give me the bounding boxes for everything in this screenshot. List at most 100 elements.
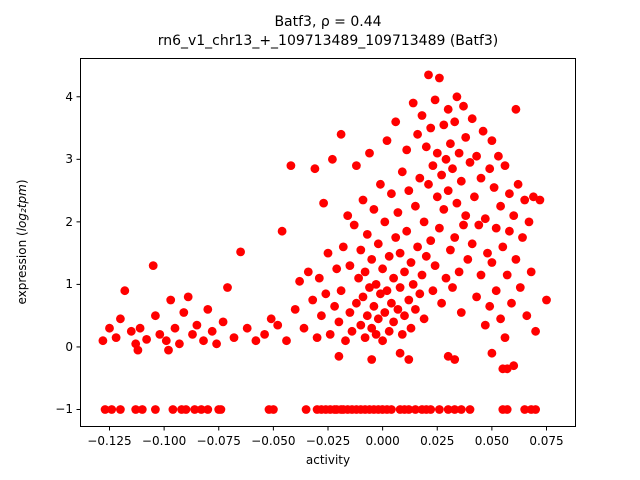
data-point: [415, 173, 425, 183]
data-point: [137, 405, 147, 414]
data-point: [367, 355, 377, 364]
data-point: [411, 405, 420, 414]
data-point: [373, 239, 383, 249]
data-point: [389, 317, 398, 327]
data-point: [413, 242, 422, 252]
data-point: [480, 320, 490, 330]
data-point: [411, 305, 420, 314]
data-point: [223, 283, 232, 292]
data-point: [336, 129, 346, 139]
data-point: [378, 264, 387, 274]
data-point: [461, 211, 471, 221]
data-point: [387, 298, 396, 308]
data-point: [496, 201, 505, 211]
data-point: [367, 255, 377, 264]
data-point: [456, 405, 466, 414]
data-point: [393, 305, 403, 314]
data-point: [421, 142, 431, 152]
data-point: [391, 233, 401, 242]
data-point: [356, 245, 366, 255]
data-point: [424, 70, 433, 80]
data-point: [456, 176, 466, 186]
data-point: [439, 120, 449, 130]
data-point: [443, 104, 453, 114]
data-point: [494, 151, 503, 161]
data-point: [417, 111, 427, 120]
data-point: [498, 242, 508, 252]
data-point: [336, 286, 346, 296]
data-point: [334, 317, 344, 327]
data-point: [199, 336, 208, 346]
scatter-points: [98, 70, 551, 414]
data-point: [397, 167, 407, 177]
data-point: [472, 292, 481, 302]
data-point: [432, 148, 442, 158]
data-point: [529, 192, 538, 202]
data-point: [168, 405, 178, 414]
data-point: [116, 314, 125, 324]
data-point: [301, 405, 311, 414]
data-point: [443, 351, 453, 361]
data-point: [446, 245, 455, 255]
data-point: [435, 223, 444, 233]
y-axis-label-post: ): [15, 179, 29, 185]
data-point: [531, 326, 540, 336]
data-point: [515, 283, 525, 292]
data-point: [428, 286, 438, 296]
data-point: [419, 217, 429, 227]
data-point: [402, 226, 412, 236]
data-point: [328, 154, 337, 164]
data-point: [430, 95, 440, 105]
data-point: [349, 220, 359, 230]
x-axis-label: activity: [305, 453, 351, 467]
data-point: [454, 267, 464, 277]
data-point: [212, 339, 222, 349]
data-point: [535, 195, 545, 205]
data-point: [461, 133, 471, 142]
x-tick-label: −0.025: [305, 434, 351, 448]
data-point: [424, 179, 433, 189]
data-point: [334, 351, 344, 361]
data-point: [406, 323, 416, 333]
data-point: [116, 405, 125, 414]
data-point: [299, 323, 309, 333]
data-point: [207, 326, 217, 336]
data-point: [319, 198, 328, 208]
y-axis-label-pre: expression (: [15, 231, 29, 305]
data-point: [373, 314, 383, 324]
data-point: [203, 305, 213, 314]
data-point: [218, 317, 228, 327]
data-point: [216, 405, 226, 414]
data-point: [317, 311, 326, 321]
data-point: [478, 126, 488, 136]
data-point: [382, 286, 392, 296]
data-point: [161, 336, 171, 346]
data-point: [325, 330, 335, 339]
data-point: [450, 355, 460, 364]
data-point: [483, 248, 492, 258]
data-point: [459, 220, 468, 230]
data-point: [190, 405, 200, 414]
data-point: [435, 405, 444, 414]
data-point: [404, 186, 414, 196]
data-point: [476, 173, 486, 183]
data-point: [282, 336, 291, 346]
data-point: [448, 164, 457, 174]
data-point: [393, 208, 403, 217]
x-tick-label: −0.100: [141, 434, 187, 448]
data-point: [408, 98, 418, 108]
data-point: [142, 335, 152, 344]
data-point: [491, 223, 501, 233]
data-point: [511, 255, 521, 264]
data-point: [439, 205, 449, 214]
data-point: [421, 251, 431, 261]
data-point: [522, 311, 532, 321]
data-point: [395, 248, 405, 258]
y-tick-label: −1: [55, 402, 73, 417]
data-point: [105, 323, 114, 333]
data-point: [432, 192, 442, 202]
data-point: [443, 405, 453, 414]
data-point: [229, 333, 239, 342]
data-point: [443, 186, 453, 196]
